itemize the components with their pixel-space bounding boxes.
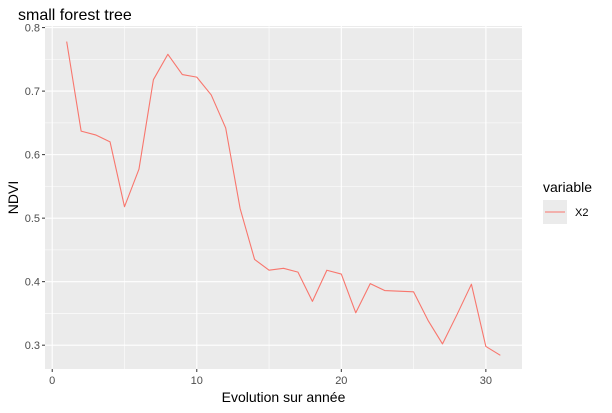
- chart-title: small forest tree: [18, 7, 132, 24]
- x-tick-label: 30: [480, 375, 492, 387]
- legend-label-x2: X2: [575, 207, 588, 219]
- x-tick-label: 0: [49, 375, 55, 387]
- x-axis: 0 10 20 30: [49, 369, 492, 387]
- grid-major: [45, 26, 522, 369]
- y-tick-label: 0.8: [25, 23, 40, 35]
- y-tick-label: 0.4: [25, 277, 40, 289]
- plot-panel: [45, 26, 522, 369]
- y-tick-label: 0.7: [25, 86, 40, 98]
- y-axis-title: NDVI: [5, 181, 21, 214]
- grid-minor: [45, 26, 522, 369]
- y-tick-label: 0.5: [25, 213, 40, 225]
- y-tick-label: 0.3: [25, 340, 40, 352]
- series-layer: [66, 41, 501, 356]
- y-tick-label: 0.6: [25, 150, 40, 162]
- x-tick-label: 10: [191, 375, 203, 387]
- legend: variable X2: [543, 179, 592, 224]
- legend-title: variable: [543, 179, 592, 195]
- x-axis-title: Evolution sur année: [222, 389, 346, 405]
- x-tick-label: 20: [335, 375, 347, 387]
- y-axis: 0.3 0.4 0.5 0.6 0.7 0.8: [25, 23, 45, 352]
- series-line-x2: [66, 41, 501, 356]
